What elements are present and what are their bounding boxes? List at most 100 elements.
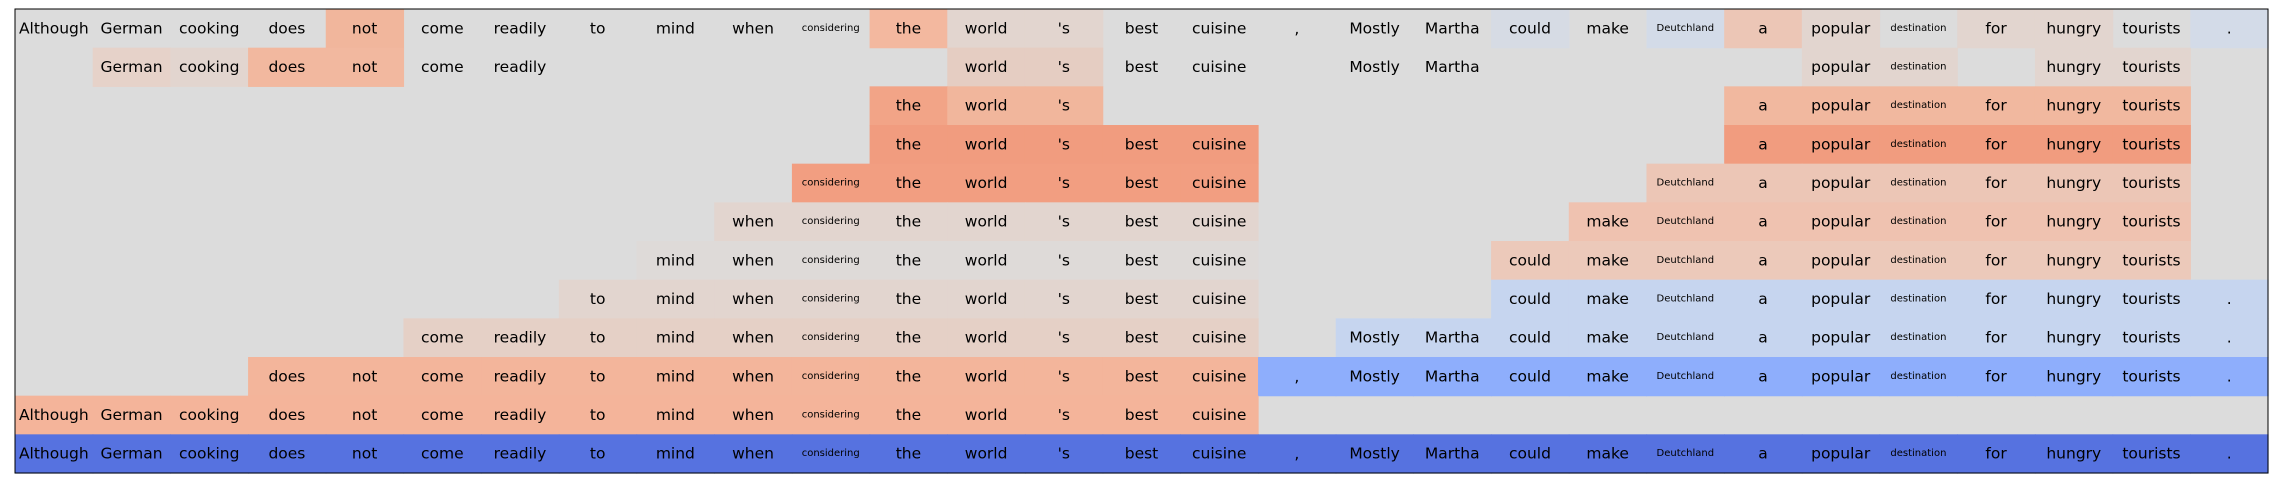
token-label: the xyxy=(896,406,921,424)
heatmap-cell xyxy=(1024,163,1104,203)
plot-border xyxy=(14,8,2269,474)
token-label: popular xyxy=(1811,97,1871,115)
heatmap-cell xyxy=(2190,279,2269,319)
token-label: for xyxy=(1985,19,2007,37)
heatmap-cell xyxy=(1724,125,1803,165)
heatmap-cell xyxy=(1801,202,1881,242)
token-label: best xyxy=(1125,367,1159,385)
heatmap-cell xyxy=(1102,125,1181,165)
heatmap-cell xyxy=(92,395,171,435)
heatmap-cell xyxy=(2112,163,2191,203)
heatmap-cell xyxy=(2034,318,2114,358)
heatmap-cell xyxy=(2112,241,2191,281)
heatmap-cell xyxy=(1102,241,1181,281)
token-label: the xyxy=(896,135,921,153)
token-label: Although xyxy=(19,406,89,424)
token-label: Deutchland xyxy=(1657,23,1715,34)
token-label: a xyxy=(1758,19,1768,37)
token-label: mind xyxy=(656,406,695,424)
heatmap-cell xyxy=(1879,318,1958,358)
token-label: for xyxy=(1985,213,2007,231)
heatmap-cell xyxy=(1102,318,1181,358)
heatmap-cell xyxy=(403,434,482,474)
token-label: for xyxy=(1985,97,2007,115)
heatmap-cell xyxy=(714,357,793,397)
token-label: cooking xyxy=(179,445,239,463)
token-label: come xyxy=(421,445,464,463)
token-label: , xyxy=(1294,445,1299,463)
heatmap-cell xyxy=(1724,163,1803,203)
heatmap-cell xyxy=(1879,47,1958,87)
token-label: the xyxy=(896,251,921,269)
heatmap-cell xyxy=(1024,125,1104,165)
heatmap-cell xyxy=(2112,202,2191,242)
heatmap-cell xyxy=(1102,357,1181,397)
token-label: Martha xyxy=(1425,329,1480,347)
heatmap-cell xyxy=(325,434,405,474)
token-label: for xyxy=(1985,251,2007,269)
heatmap-cell xyxy=(1646,434,1725,474)
token-label: not xyxy=(352,19,377,37)
heatmap-cell xyxy=(1879,202,1958,242)
token-label: world xyxy=(965,97,1008,115)
token-label: destination xyxy=(1890,332,1946,343)
heatmap-cell xyxy=(1957,9,2036,49)
heatmap-cell xyxy=(869,434,948,474)
heatmap-cell xyxy=(1646,163,1725,203)
heatmap-cell xyxy=(714,318,793,358)
token-label: world xyxy=(965,290,1008,308)
heatmap-cell xyxy=(1335,357,1415,397)
token-label: 's xyxy=(1058,213,1070,231)
heatmap-cell xyxy=(1180,434,1259,474)
token-label: cuisine xyxy=(1192,367,1246,385)
token-label: Deutchland xyxy=(1657,448,1715,459)
heatmap-cell xyxy=(2034,163,2114,203)
heatmap-cell xyxy=(791,241,871,281)
heatmap-cell xyxy=(170,47,249,87)
heatmap-cell xyxy=(947,318,1026,358)
token-label: Deutchland xyxy=(1657,216,1715,227)
token-label: Martha xyxy=(1425,19,1480,37)
token-label: cuisine xyxy=(1192,213,1246,231)
token-label: when xyxy=(732,290,774,308)
token-label: a xyxy=(1758,135,1768,153)
token-label: to xyxy=(590,329,606,347)
token-label: best xyxy=(1125,251,1159,269)
heatmap-cell xyxy=(791,357,871,397)
heatmap-cell xyxy=(1568,357,1648,397)
heatmap-cell xyxy=(1568,202,1648,242)
heatmap-cell xyxy=(1801,318,1881,358)
token-label: popular xyxy=(1811,58,1871,76)
token-label: hungry xyxy=(2046,213,2101,231)
token-label: destination xyxy=(1890,255,1946,266)
token-label: to xyxy=(590,445,606,463)
heatmap-cell xyxy=(1024,279,1104,319)
token-label: for xyxy=(1985,329,2007,347)
token-label: not xyxy=(352,367,377,385)
token-label: could xyxy=(1509,445,1551,463)
token-label: popular xyxy=(1811,19,1871,37)
heatmap-cell xyxy=(248,47,327,87)
heatmap-cell xyxy=(1102,163,1181,203)
token-label: considering xyxy=(802,332,860,343)
token-label: 's xyxy=(1058,19,1070,37)
heatmap-cell xyxy=(1180,318,1259,358)
heatmap-cell xyxy=(1024,202,1104,242)
heatmap-cell xyxy=(1024,86,1104,126)
token-label: best xyxy=(1125,174,1159,192)
token-label: world xyxy=(965,406,1008,424)
token-label: considering xyxy=(802,371,860,382)
token-label: not xyxy=(352,445,377,463)
token-label: the xyxy=(896,97,921,115)
token-label: does xyxy=(268,19,305,37)
heatmap-cell xyxy=(248,357,327,397)
heatmap-cell xyxy=(1957,163,2036,203)
token-label: a xyxy=(1758,445,1768,463)
heatmap-cell xyxy=(1724,202,1803,242)
heatmap-cell xyxy=(2190,318,2269,358)
heatmap-cell xyxy=(403,357,482,397)
heatmap-cell xyxy=(1724,279,1803,319)
token-label: 's xyxy=(1058,251,1070,269)
token-label: popular xyxy=(1811,174,1871,192)
token-label: hungry xyxy=(2046,135,2101,153)
